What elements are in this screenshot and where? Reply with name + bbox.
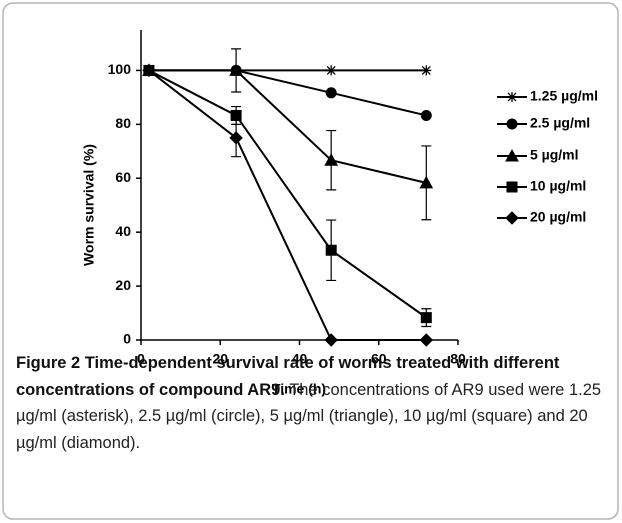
- marker: [229, 63, 243, 76]
- x-tick-label: 40: [292, 351, 308, 367]
- marker: [419, 333, 434, 347]
- x-axis-label: Time (h): [272, 381, 326, 397]
- marker: [420, 109, 432, 121]
- series-line: [148, 69, 427, 184]
- y-tick-label: 100: [108, 61, 132, 77]
- marker: [326, 65, 337, 76]
- marker: [324, 333, 338, 347]
- x-tick-label: 0: [137, 351, 145, 367]
- marker: [325, 87, 337, 99]
- legend-marker: [506, 181, 518, 193]
- y-tick-label: 40: [115, 223, 131, 239]
- marker: [325, 244, 337, 256]
- caption: Figure 2 Time-dependent survival rate of…: [16, 350, 608, 456]
- caption-label: Figure 2 Time-dependent survival rate of…: [16, 354, 560, 399]
- marker: [421, 65, 432, 76]
- x-tick-label: 20: [212, 351, 228, 367]
- y-tick-label: 60: [115, 169, 131, 185]
- marker: [420, 312, 432, 324]
- legend-label: 1.25 µg/ml: [530, 88, 598, 104]
- series-line: [148, 69, 427, 319]
- marker: [419, 175, 434, 189]
- legend-marker: [505, 211, 519, 225]
- legend-label: 20 µg/ml: [530, 209, 586, 225]
- legend-marker: [507, 92, 517, 102]
- marker: [229, 131, 243, 145]
- legend-label: 10 µg/ml: [530, 178, 586, 194]
- legend-marker: [506, 118, 518, 130]
- marker: [142, 63, 156, 78]
- legend-label: 5 µg/ml: [530, 147, 579, 163]
- x-tick-label: 80: [450, 351, 466, 367]
- y-tick-label: 20: [115, 277, 131, 293]
- marker: [324, 153, 339, 166]
- x-tick-label: 60: [371, 351, 387, 367]
- y-axis-label: Worm survival (%): [81, 144, 97, 266]
- legend-label: 2.5 µg/ml: [530, 115, 590, 131]
- caption-text: The concentrations of AR9 used were 1.25…: [16, 380, 602, 452]
- y-tick-label: 80: [115, 115, 131, 131]
- y-tick-label: 0: [123, 331, 131, 347]
- series-line: [148, 69, 427, 341]
- legend-marker: [505, 148, 519, 162]
